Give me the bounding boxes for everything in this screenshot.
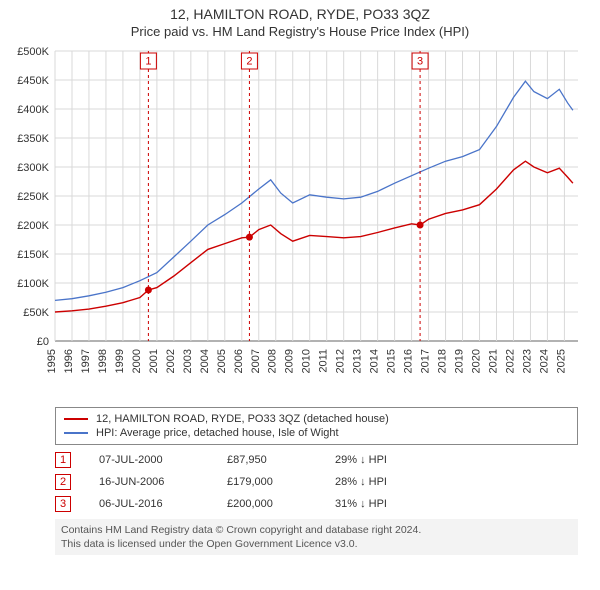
- legend-label: 12, HAMILTON ROAD, RYDE, PO33 3QZ (detac…: [96, 413, 389, 425]
- sale-diff: 29% ↓ HPI: [335, 454, 425, 466]
- legend-item: 12, HAMILTON ROAD, RYDE, PO33 3QZ (detac…: [64, 412, 569, 426]
- x-tick-label: 2010: [301, 349, 313, 373]
- sale-dot: [417, 222, 424, 229]
- y-tick-label: £350K: [17, 133, 49, 145]
- x-tick-label: 2008: [267, 349, 279, 373]
- chart-title: 12, HAMILTON ROAD, RYDE, PO33 3QZ: [0, 6, 600, 22]
- y-tick-label: £400K: [17, 104, 49, 116]
- sale-row-marker: 3: [55, 496, 71, 512]
- footnote: Contains HM Land Registry data © Crown c…: [55, 519, 578, 555]
- sale-marker-number: 1: [145, 55, 151, 67]
- x-tick-label: 2016: [403, 349, 415, 373]
- y-tick-label: £50K: [23, 307, 49, 319]
- x-tick-label: 2002: [165, 349, 177, 373]
- chart-subtitle: Price paid vs. HM Land Registry's House …: [0, 24, 600, 39]
- legend: 12, HAMILTON ROAD, RYDE, PO33 3QZ (detac…: [55, 407, 578, 445]
- title-block: 12, HAMILTON ROAD, RYDE, PO33 3QZ Price …: [0, 0, 600, 41]
- footnote-line: This data is licensed under the Open Gov…: [61, 537, 572, 551]
- x-tick-label: 2009: [284, 349, 296, 373]
- x-tick-label: 2001: [148, 349, 160, 373]
- x-tick-label: 2021: [487, 349, 499, 373]
- x-tick-label: 2019: [454, 349, 466, 373]
- x-tick-label: 2012: [335, 349, 347, 373]
- line-chart: £0 £50K £100K £150K £200K £250K £300K £350K £400…: [0, 41, 600, 401]
- y-tick-label: £300K: [17, 162, 49, 174]
- y-tick-label: £250K: [17, 191, 49, 203]
- sale-marker-number: 3: [417, 55, 423, 67]
- chart-container: 12, HAMILTON ROAD, RYDE, PO33 3QZ Price …: [0, 0, 600, 590]
- sale-row-marker: 1: [55, 452, 71, 468]
- x-tick-label: 1996: [63, 349, 75, 373]
- sales-table: 1 07-JUL-2000 £87,950 29% ↓ HPI 2 16-JUN-2006…: [55, 449, 578, 515]
- y-tick-label: £500K: [17, 46, 49, 58]
- x-tick-label: 1995: [46, 349, 58, 373]
- x-tick-label: 2024: [538, 349, 550, 373]
- x-tick-label: 2007: [250, 349, 262, 373]
- x-tick-label: 2017: [420, 349, 432, 373]
- chart-area: £0 £50K £100K £150K £200K £250K £300K £350K £400…: [0, 41, 600, 401]
- x-tick-label: 2005: [216, 349, 228, 373]
- x-tick-label: 2004: [199, 349, 211, 373]
- x-tick-label: 2020: [471, 349, 483, 373]
- legend-label: HPI: Average price, detached house, Isle…: [96, 427, 339, 439]
- series-subject: [55, 161, 573, 312]
- sale-row: 1 07-JUL-2000 £87,950 29% ↓ HPI: [55, 449, 578, 471]
- sale-diff: 31% ↓ HPI: [335, 498, 425, 510]
- sale-price: £87,950: [227, 454, 307, 466]
- y-tick-label: £100K: [17, 278, 49, 290]
- sale-row-marker: 2: [55, 474, 71, 490]
- sale-diff: 28% ↓ HPI: [335, 476, 425, 488]
- sale-row: 2 16-JUN-2006 £179,000 28% ↓ HPI: [55, 471, 578, 493]
- footnote-line: Contains HM Land Registry data © Crown c…: [61, 523, 572, 537]
- sale-price: £179,000: [227, 476, 307, 488]
- y-tick-label: £450K: [17, 75, 49, 87]
- x-tick-label: 2022: [504, 349, 516, 373]
- sale-date: 07-JUL-2000: [99, 454, 199, 466]
- legend-item: HPI: Average price, detached house, Isle…: [64, 426, 569, 440]
- x-tick-label: 2003: [182, 349, 194, 373]
- sale-price: £200,000: [227, 498, 307, 510]
- sale-dot: [246, 234, 253, 241]
- x-tick-label: 2023: [521, 349, 533, 373]
- x-tick-label: 2011: [318, 349, 330, 373]
- x-tick-label: 2014: [369, 349, 381, 373]
- x-tick-label: 2015: [386, 349, 398, 373]
- x-tick-label: 2013: [352, 349, 364, 373]
- x-tick-label: 2018: [437, 349, 449, 373]
- sale-row: 3 06-JUL-2016 £200,000 31% ↓ HPI: [55, 493, 578, 515]
- y-tick-label: £150K: [17, 249, 49, 261]
- y-tick-label: £200K: [17, 220, 49, 232]
- legend-swatch: [64, 432, 88, 434]
- legend-swatch: [64, 418, 88, 420]
- sale-date: 06-JUL-2016: [99, 498, 199, 510]
- x-tick-label: 1997: [80, 349, 92, 373]
- y-tick-label: £0: [37, 336, 49, 348]
- x-tick-label: 1999: [114, 349, 126, 373]
- x-tick-label: 2006: [233, 349, 245, 373]
- x-tick-label: 2000: [131, 349, 143, 373]
- sale-marker-number: 2: [246, 55, 252, 67]
- x-tick-label: 2025: [555, 349, 567, 373]
- sale-date: 16-JUN-2006: [99, 476, 199, 488]
- sale-dot: [145, 286, 152, 293]
- x-tick-label: 1998: [97, 349, 109, 373]
